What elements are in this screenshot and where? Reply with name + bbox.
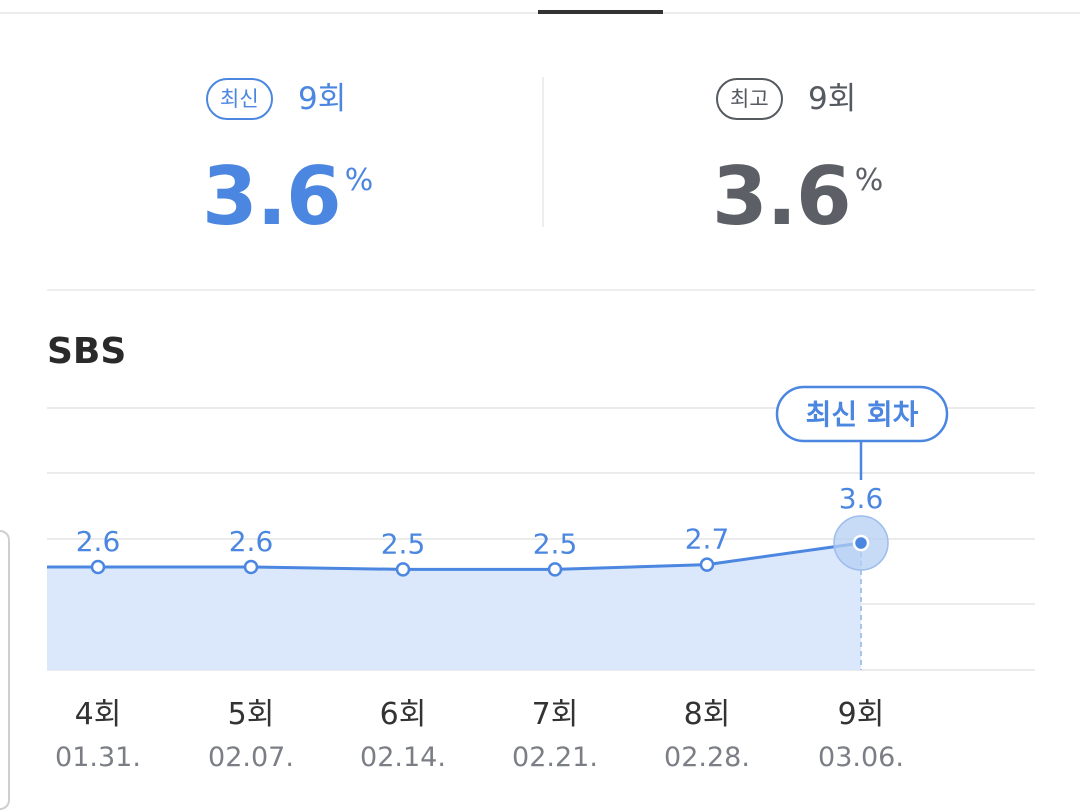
x-tick-episode: 6회 bbox=[380, 697, 427, 732]
section-divider bbox=[47, 289, 1035, 291]
stats-divider bbox=[542, 77, 544, 227]
data-label: 2.5 bbox=[381, 527, 426, 560]
data-label: 2.5 bbox=[533, 527, 578, 560]
labels-layer: 2.6 2.6 2.5 2.5 2.7 3.6 4회 01.31. 5회 02.07. 6회 02.1… bbox=[55, 482, 904, 773]
x-tick-date: 01.31. bbox=[55, 742, 141, 773]
data-label: 2.6 bbox=[229, 525, 274, 558]
data-point[interactable] bbox=[90, 559, 106, 575]
x-tick-date: 02.28. bbox=[664, 742, 750, 773]
x-tick-episode: 7회 bbox=[532, 697, 579, 732]
best-value-wrap: 3.6% bbox=[712, 136, 883, 243]
marks-layer bbox=[90, 515, 889, 577]
data-point[interactable] bbox=[699, 557, 715, 572]
latest-rating: 최신 9회 3.6% bbox=[202, 74, 506, 242]
area-fill bbox=[47, 543, 861, 670]
latest-value: 3.6 bbox=[202, 150, 342, 243]
channel-title: SBS bbox=[47, 331, 127, 372]
active-tab-indicator bbox=[538, 10, 663, 14]
x-tick-date: 03.06. bbox=[818, 742, 904, 773]
latest-value-wrap: 3.6% bbox=[202, 136, 373, 243]
data-point-highlight[interactable] bbox=[852, 534, 870, 552]
latest-episode: 9회 bbox=[298, 81, 347, 117]
x-tick-date: 02.14. bbox=[360, 742, 446, 773]
data-label: 2.6 bbox=[76, 525, 121, 558]
data-point[interactable] bbox=[395, 562, 411, 577]
data-label: 3.6 bbox=[839, 482, 884, 515]
callout-layer: 최신 회차 bbox=[775, 385, 949, 480]
best-unit: % bbox=[854, 163, 883, 198]
best-rating: 최고 9회 3.6% bbox=[712, 74, 1016, 242]
area-layer bbox=[47, 541, 862, 670]
x-tick-episode: 9회 bbox=[838, 697, 885, 732]
best-episode: 9회 bbox=[808, 81, 857, 117]
best-badge: 최고 bbox=[716, 78, 783, 120]
latest-badge: 최신 bbox=[206, 78, 273, 120]
callout-label: 최신 회차 bbox=[806, 398, 919, 431]
data-label: 2.7 bbox=[685, 523, 730, 556]
data-point[interactable] bbox=[243, 559, 259, 575]
x-tick-date: 02.21. bbox=[512, 742, 598, 773]
latest-unit: % bbox=[344, 163, 373, 198]
best-value: 3.6 bbox=[712, 150, 852, 243]
x-tick-date: 02.07. bbox=[208, 742, 294, 773]
callout-box bbox=[775, 385, 949, 443]
data-point[interactable] bbox=[547, 562, 563, 577]
x-tick-episode: 5회 bbox=[228, 697, 275, 732]
x-tick-episode: 4회 bbox=[75, 697, 122, 732]
x-tick-episode: 8회 bbox=[684, 697, 731, 732]
